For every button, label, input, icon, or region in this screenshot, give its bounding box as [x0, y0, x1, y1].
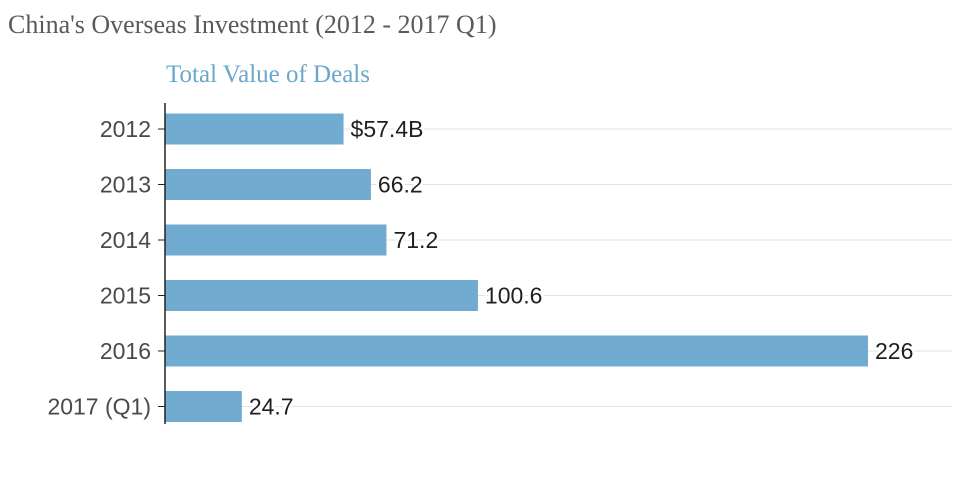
y-tick-label: 2016 — [100, 338, 151, 364]
y-tick-labels: 2012 2013 2014 2015 2016 2017 (Q1) — [47, 116, 165, 420]
bar-value-label: 100.6 — [485, 283, 543, 309]
y-tick-label: 2012 — [100, 116, 151, 142]
chart-subtitle: Total Value of Deals — [166, 61, 370, 88]
y-tick-label: 2014 — [100, 227, 151, 253]
bar-2016 — [165, 335, 869, 367]
bar-value-label: 226 — [875, 338, 913, 364]
y-tick-label: 2017 (Q1) — [47, 394, 151, 420]
y-tick-label: 2013 — [100, 172, 151, 198]
bar-value-label: 71.2 — [393, 227, 438, 253]
data-labels: $57.4B 66.2 71.2 100.6 226 24.7 — [246, 114, 916, 423]
bar-value-label: $57.4B — [351, 116, 424, 142]
page-title: China's Overseas Investment (2012 - 2017… — [8, 10, 497, 39]
bar-2014 — [165, 224, 387, 256]
bar-2012 — [165, 113, 344, 145]
bars — [165, 113, 869, 422]
bar-value-label: 24.7 — [249, 394, 294, 420]
y-tick-label: 2015 — [100, 283, 151, 309]
bar-value-label: 66.2 — [378, 172, 423, 198]
bar-2015 — [165, 280, 478, 311]
bar-2017-q1 — [165, 391, 242, 422]
bar-2013 — [165, 169, 371, 200]
